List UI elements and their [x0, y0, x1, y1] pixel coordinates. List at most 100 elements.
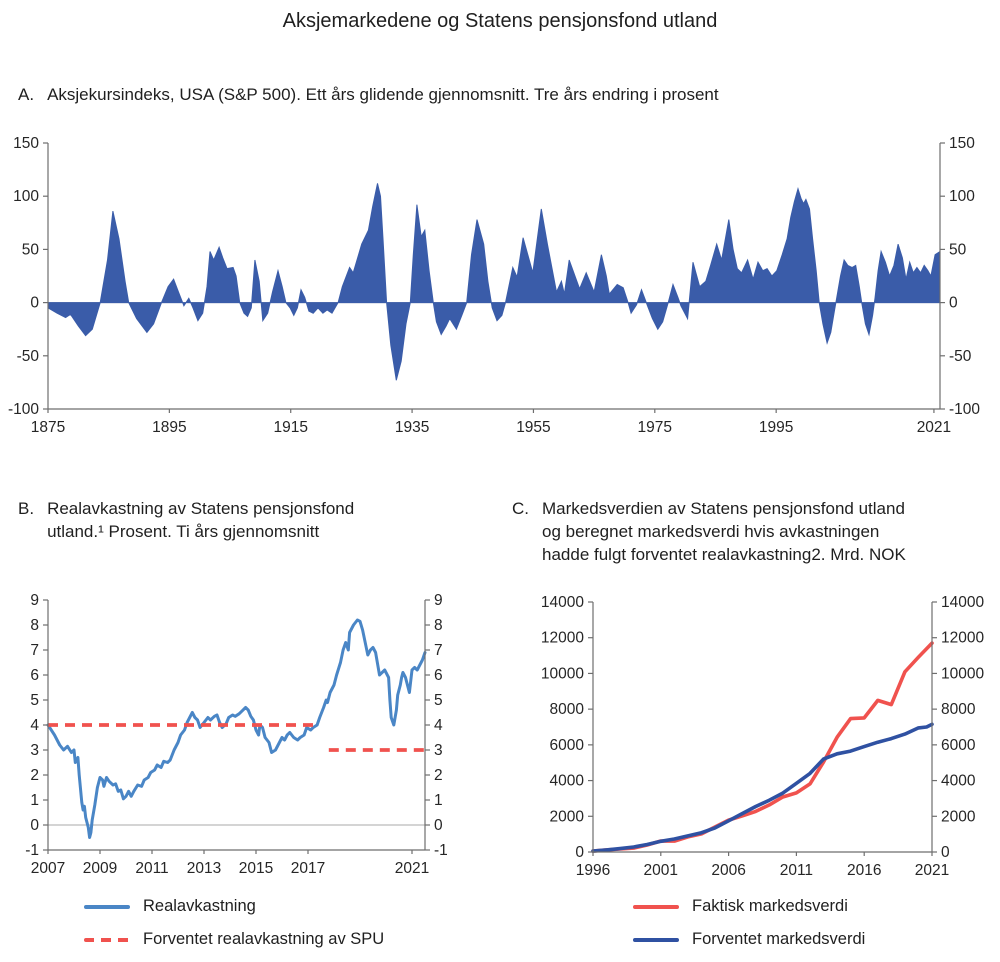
svg-text:6000: 6000: [550, 737, 585, 754]
svg-text:4000: 4000: [550, 773, 585, 790]
panel-b-label: B.: [18, 499, 35, 518]
panel-c-legend: Faktisk markedsverdi Forventet markedsve…: [633, 894, 865, 960]
legend-item-forventet-realavkastning: Forventet realavkastning av SPU: [84, 927, 384, 952]
solid-line-swatch-icon: [84, 904, 130, 909]
svg-text:3: 3: [434, 742, 443, 759]
svg-text:9: 9: [30, 592, 39, 609]
svg-text:100: 100: [949, 188, 975, 205]
svg-text:2015: 2015: [239, 860, 273, 877]
svg-text:8000: 8000: [550, 701, 585, 718]
svg-text:0: 0: [434, 817, 443, 834]
panel-a-title: Aksjekursindeks, USA (S&P 500). Ett års …: [47, 85, 719, 104]
solid-line-swatch-icon: [633, 937, 679, 942]
svg-text:8: 8: [434, 617, 443, 634]
svg-text:2011: 2011: [135, 860, 168, 877]
panel-a-label: A.: [18, 85, 35, 104]
panel-b-title: Realavkastning av Statens pensjonsfond u…: [47, 498, 354, 544]
svg-text:2000: 2000: [941, 808, 976, 825]
legend-item-faktisk-markedsverdi: Faktisk markedsverdi: [633, 894, 865, 919]
svg-text:6000: 6000: [941, 737, 976, 754]
svg-text:50: 50: [22, 241, 40, 258]
svg-text:-100: -100: [949, 401, 980, 418]
legend-label: Realavkastning: [143, 897, 256, 915]
panel-b-heading: B. Realavkastning av Statens pensjonsfon…: [18, 498, 458, 544]
panel-b-title-line1: Realavkastning av Statens pensjonsfond: [47, 499, 355, 518]
svg-text:7: 7: [434, 642, 443, 659]
panel-b-chart: -1 -1 0 0 1 1 2 2 3 3 4 4 5 5 6 6 7 7 8 8 9 9 2007 2009 2011 2013…: [25, 592, 448, 877]
svg-text:8: 8: [30, 617, 39, 634]
dashed-line-swatch-icon: [84, 937, 130, 942]
legend-label: Forventet markedsverdi: [692, 930, 866, 948]
svg-text:1875: 1875: [31, 419, 65, 436]
svg-text:2021: 2021: [395, 860, 429, 877]
panel-b-title-line2: utland.¹ Prosent. Ti års gjennomsnitt: [47, 521, 320, 541]
panel-c-label: C.: [512, 499, 529, 518]
svg-text:0: 0: [30, 295, 39, 312]
legend-label: Faktisk markedsverdi: [692, 897, 848, 915]
svg-text:2: 2: [434, 767, 443, 784]
svg-text:12000: 12000: [541, 630, 584, 647]
svg-text:-1: -1: [434, 842, 448, 859]
svg-text:10000: 10000: [541, 665, 584, 682]
svg-text:0: 0: [575, 844, 584, 861]
svg-text:100: 100: [13, 188, 39, 205]
svg-text:2001: 2001: [644, 862, 678, 879]
svg-text:2021: 2021: [917, 419, 951, 436]
svg-text:6: 6: [434, 667, 443, 684]
svg-text:0: 0: [30, 817, 39, 834]
svg-text:2021: 2021: [915, 862, 949, 879]
svg-text:14000: 14000: [941, 594, 984, 611]
panel-a-chart: -100 -100 -50 -50 0 0 50 50 100 100 150 150 1875 1895…: [8, 135, 980, 436]
svg-text:4000: 4000: [941, 773, 976, 790]
legend-item-forventet-markedsverdi: Forventet markedsverdi: [633, 927, 865, 952]
svg-text:9: 9: [434, 592, 443, 609]
svg-text:1975: 1975: [638, 419, 672, 436]
svg-text:1996: 1996: [576, 862, 610, 879]
svg-text:5: 5: [434, 692, 443, 709]
svg-text:1935: 1935: [395, 419, 429, 436]
panel-c-title-line2: og beregnet markedsverdi hvis avkastning…: [542, 521, 880, 541]
svg-text:50: 50: [949, 241, 967, 258]
svg-text:10000: 10000: [941, 665, 984, 682]
svg-text:2: 2: [30, 767, 39, 784]
svg-text:1895: 1895: [152, 419, 186, 436]
panel-c-chart: 0 0 2000 2000 4000 4000 6000 6000 8000 8000 10000 1…: [541, 594, 985, 879]
svg-text:2000: 2000: [550, 808, 585, 825]
svg-text:8000: 8000: [941, 701, 976, 718]
svg-text:14000: 14000: [541, 594, 584, 611]
svg-text:150: 150: [949, 135, 975, 152]
svg-text:1995: 1995: [759, 419, 793, 436]
svg-text:150: 150: [13, 135, 39, 152]
svg-text:2006: 2006: [711, 862, 745, 879]
svg-text:1915: 1915: [273, 419, 307, 436]
figure-title: Aksjemarkedene og Statens pensjonsfond u…: [282, 10, 718, 32]
svg-text:7: 7: [30, 642, 39, 659]
legend-label: Forventet realavkastning av SPU: [143, 930, 385, 948]
panel-c-heading: C. Markedsverdien av Statens pensjonsfon…: [512, 498, 982, 566]
panel-c-title: Markedsverdien av Statens pensjonsfond u…: [542, 498, 906, 566]
panel-b-legend: Realavkastning Forventet realavkastning …: [84, 894, 384, 960]
svg-text:2013: 2013: [187, 860, 221, 877]
svg-text:4: 4: [434, 717, 443, 734]
svg-text:-50: -50: [949, 348, 972, 365]
svg-text:6: 6: [30, 667, 39, 684]
svg-text:3: 3: [30, 742, 39, 759]
svg-text:-100: -100: [8, 401, 39, 418]
svg-text:5: 5: [30, 692, 39, 709]
svg-text:1955: 1955: [516, 419, 550, 436]
svg-text:-1: -1: [25, 842, 39, 859]
svg-text:0: 0: [941, 844, 950, 861]
svg-text:1: 1: [30, 792, 39, 809]
svg-text:12000: 12000: [941, 630, 984, 647]
solid-line-swatch-icon: [633, 904, 679, 909]
svg-text:2007: 2007: [31, 860, 65, 877]
svg-text:4: 4: [30, 717, 39, 734]
svg-text:2009: 2009: [83, 860, 117, 877]
panel-a-heading: A. Aksjekursindeks, USA (S&P 500). Ett å…: [18, 84, 978, 107]
svg-text:2016: 2016: [847, 862, 881, 879]
svg-text:0: 0: [949, 295, 958, 312]
panel-c-title-line1: Markedsverdien av Statens pensjonsfond u…: [542, 499, 905, 518]
svg-text:-50: -50: [17, 348, 40, 365]
legend-item-realavkastning: Realavkastning: [84, 894, 384, 919]
